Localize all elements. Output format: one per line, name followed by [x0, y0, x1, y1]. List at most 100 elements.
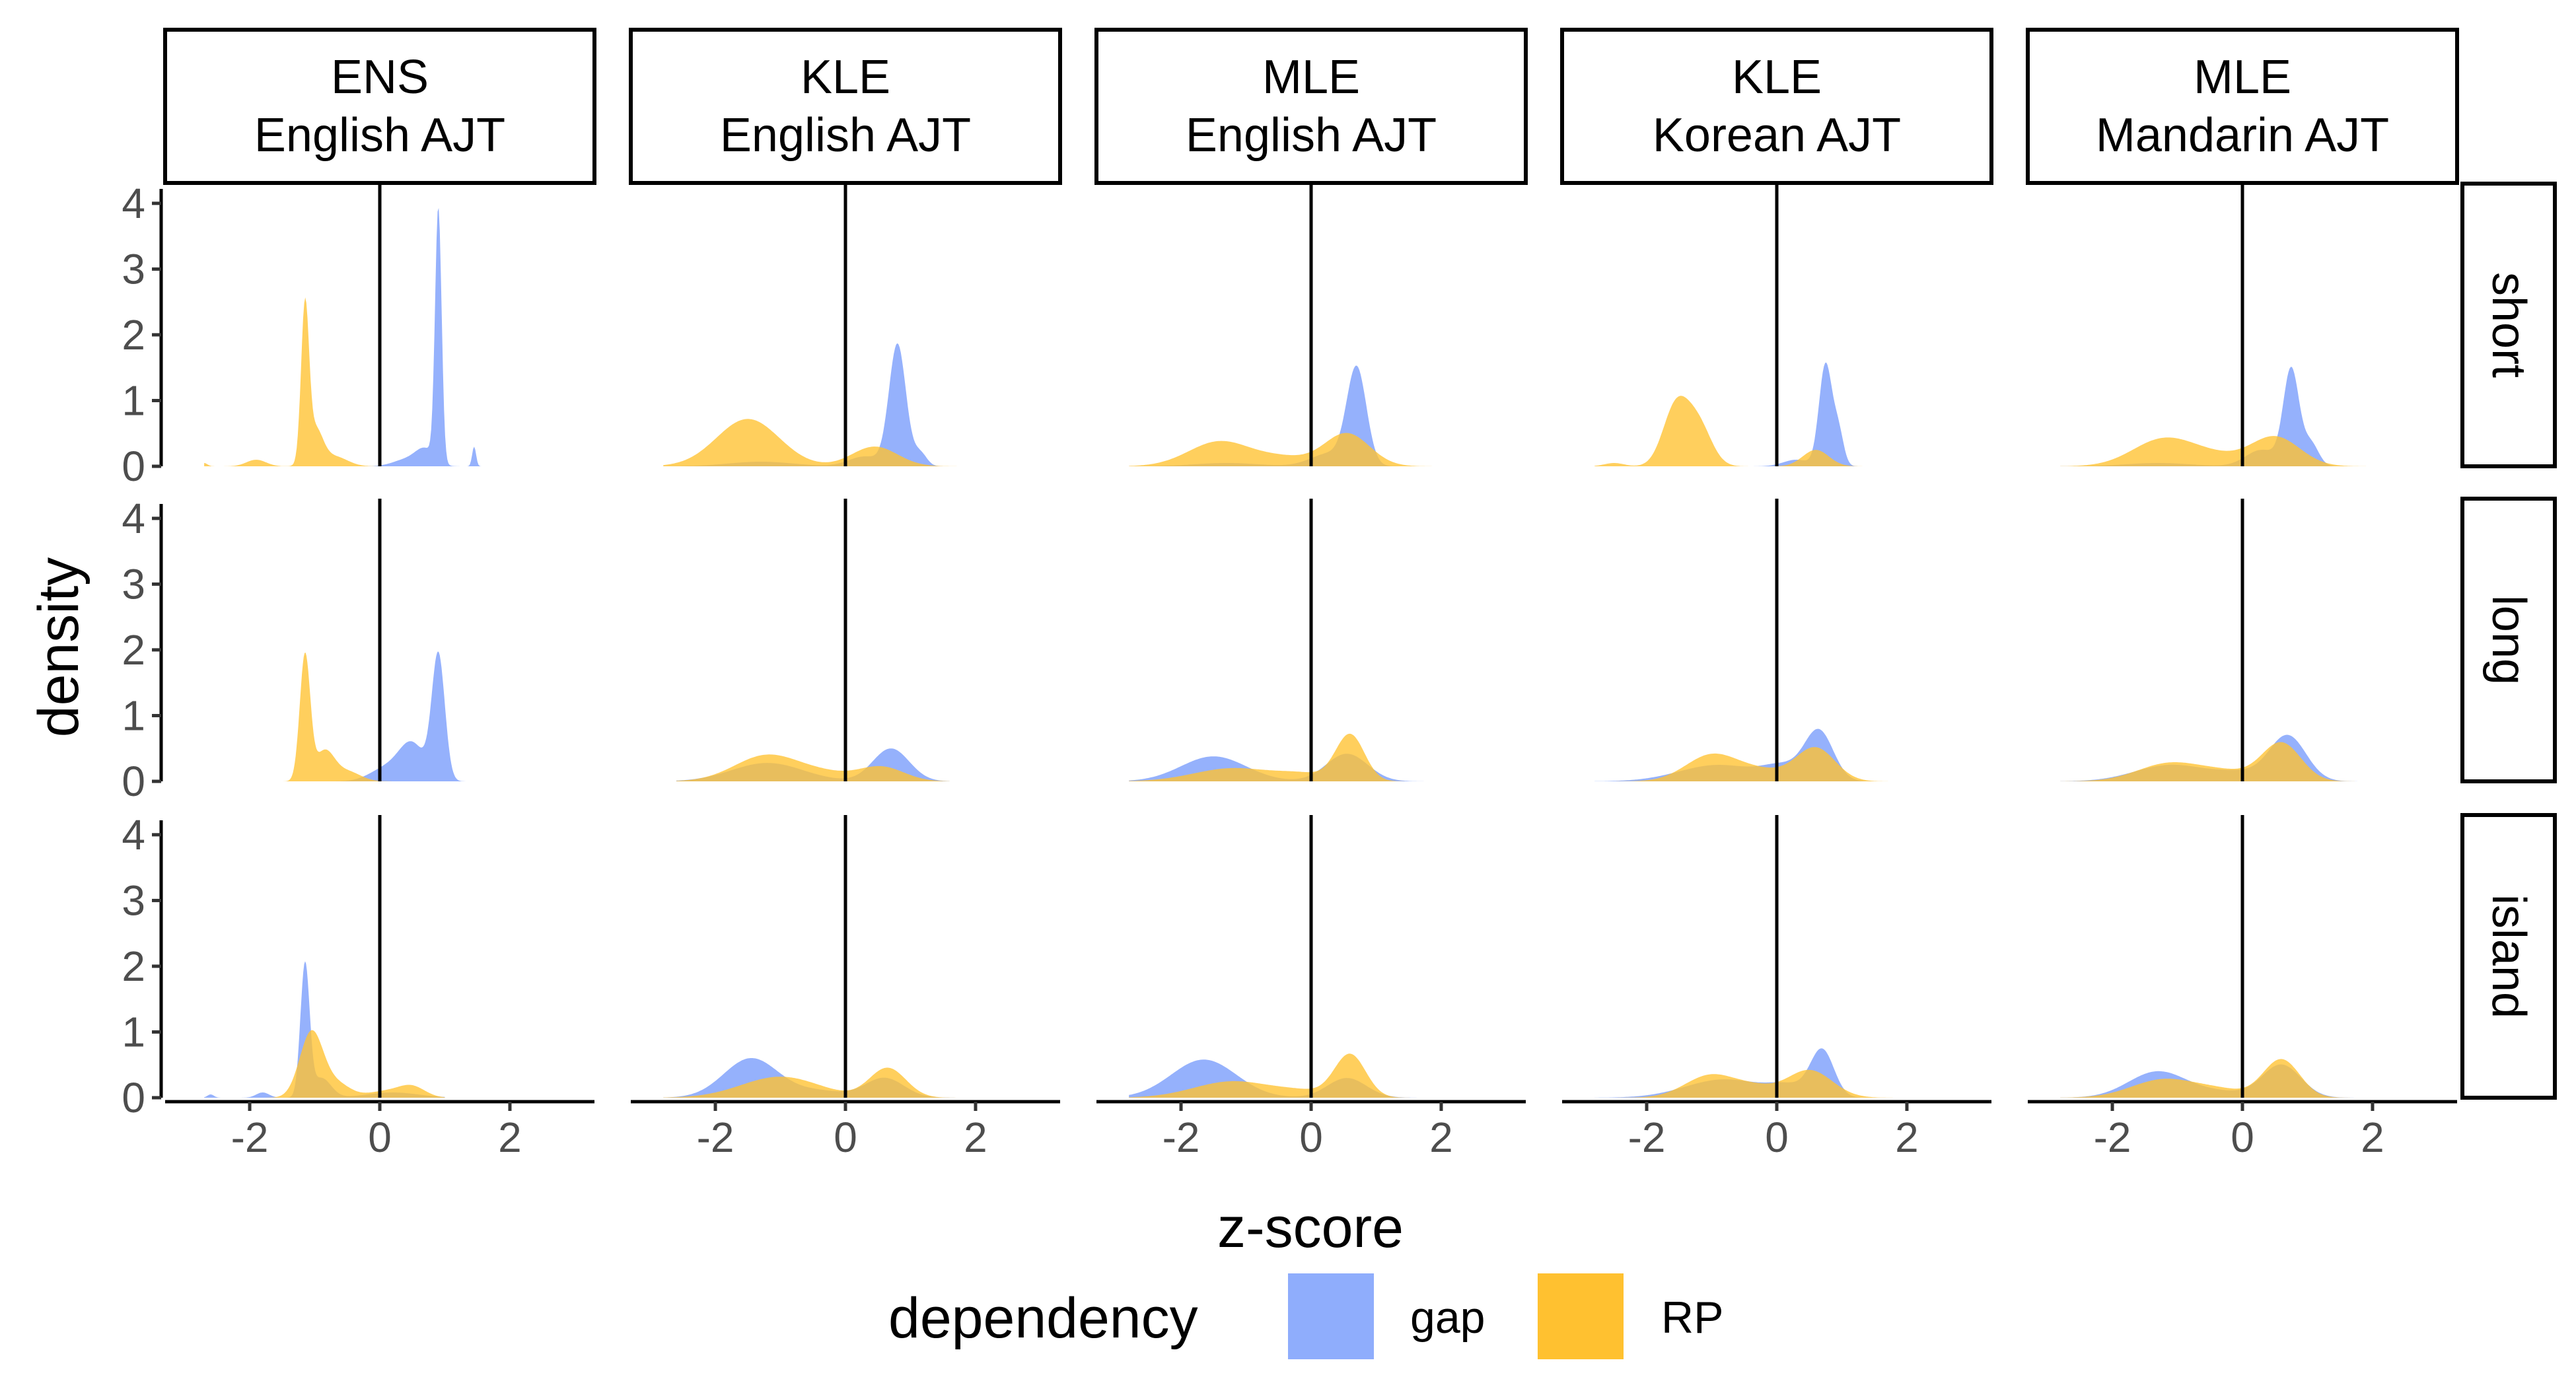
- x-tick-label: -2: [697, 1114, 734, 1161]
- x-tick-label: -2: [231, 1114, 269, 1161]
- legend: dependency gap RP: [888, 1273, 1723, 1359]
- row-strip: long: [2460, 497, 2557, 783]
- y-tick-label: 4: [122, 180, 145, 227]
- y-tick-label: 1: [122, 1008, 145, 1055]
- y-tick-label: 2: [122, 942, 145, 990]
- density-area-gap: [1594, 362, 1901, 466]
- facet-panel: [1129, 184, 1435, 466]
- column-strip-label-line1: MLE: [1262, 51, 1360, 104]
- column-strip-label-line2: English AJT: [1186, 109, 1437, 162]
- legend-label-rp: RP: [1661, 1293, 1723, 1343]
- column-strip-label-line1: MLE: [2194, 51, 2291, 104]
- x-tick-label: 0: [2231, 1114, 2254, 1161]
- x-tick-label: 2: [1429, 1114, 1453, 1161]
- y-tick-label: 4: [122, 811, 145, 859]
- density-area-rp: [676, 754, 950, 781]
- x-tick-label: -2: [1163, 1114, 1200, 1161]
- density-area-gap: [1129, 365, 1435, 466]
- density-area-rp: [2060, 1059, 2367, 1098]
- row-strips: short long island: [2460, 182, 2557, 1100]
- density-area-rp: [2060, 742, 2367, 781]
- x-tick-label: 2: [498, 1114, 522, 1161]
- row-strip-box: [2460, 182, 2557, 468]
- x-tick-label: 0: [1765, 1114, 1789, 1161]
- row-strip: short: [2460, 182, 2557, 468]
- y-tick-label: 0: [122, 758, 145, 805]
- facet-panel: [2060, 499, 2367, 781]
- facet-panel: [676, 499, 950, 781]
- density-area-rp: [2060, 436, 2367, 466]
- y-axis: 0 1 2 3 4: [122, 495, 163, 805]
- column-strip-label-line1: KLE: [1732, 51, 1822, 104]
- y-tick-label: 2: [122, 311, 145, 359]
- density-area-gap: [663, 343, 970, 466]
- facet-panel: [2060, 184, 2367, 466]
- density-area-rp: [663, 419, 970, 466]
- y-tick-label: 0: [122, 1074, 145, 1121]
- x-tick-label: 2: [1895, 1114, 1919, 1161]
- x-tick-label: 0: [1299, 1114, 1323, 1161]
- y-tick-label: 0: [122, 443, 145, 490]
- facet-panel: [1129, 499, 1435, 781]
- facet-panel: [1594, 499, 1901, 781]
- density-area-gap: [204, 207, 484, 466]
- density-area-rp: [663, 1067, 970, 1098]
- density-area-rp: [1129, 1053, 1435, 1098]
- facet-panel: [204, 184, 484, 466]
- y-tick-label: 1: [122, 692, 145, 739]
- x-axis: -2 0 2: [165, 1100, 594, 1161]
- x-axes: -2 0 2 -2 0 2 -2 0 2 -2 0 2 -2 0 2: [165, 1100, 2457, 1161]
- x-axis: -2 0 2: [2028, 1100, 2457, 1161]
- y-tick-label: 3: [122, 245, 145, 293]
- y-axis: 0 1 2 3 4: [122, 180, 163, 490]
- y-tick-label: 3: [122, 560, 145, 608]
- y-tick-label: 1: [122, 376, 145, 424]
- facet-panel: [1129, 815, 1435, 1098]
- column-strip-box: [1560, 28, 1993, 185]
- facet-panel: [663, 184, 970, 466]
- facet-panel: [250, 499, 484, 781]
- density-area-rp: [1594, 1069, 1901, 1098]
- density-area-rp: [250, 653, 484, 781]
- legend-label-gap: gap: [1410, 1293, 1485, 1343]
- x-tick-label: 2: [964, 1114, 987, 1161]
- legend-key-rp: [1538, 1273, 1624, 1359]
- row-strip-label: short: [2482, 272, 2535, 378]
- facet-panel: [1594, 815, 1901, 1098]
- legend-key-gap: [1288, 1273, 1374, 1359]
- x-tick-label: -2: [2094, 1114, 2131, 1161]
- row-strip-box: [2460, 497, 2557, 783]
- y-axes: 0 1 2 3 4 0 1 2 3 4 0 1 2 3 4: [122, 180, 163, 1121]
- x-axis: -2 0 2: [631, 1100, 1060, 1161]
- row-strip-label: long: [2482, 595, 2535, 685]
- x-tick-label: -2: [1628, 1114, 1666, 1161]
- facet-panels: [204, 184, 2367, 1098]
- column-strip-label-line2: English AJT: [720, 109, 971, 162]
- facet-panel: [1594, 184, 1901, 466]
- density-area-rp: [204, 1030, 445, 1098]
- column-strip-box: [2026, 28, 2459, 185]
- column-strip-label-line2: English AJT: [254, 109, 505, 162]
- facet-panel: [204, 815, 445, 1098]
- x-tick-label: 2: [2361, 1114, 2384, 1161]
- row-strip-label: island: [2482, 894, 2535, 1018]
- facet-panel: [663, 815, 970, 1098]
- x-axis: -2 0 2: [1562, 1100, 1991, 1161]
- y-tick-label: 2: [122, 626, 145, 674]
- density-area-gap: [250, 651, 484, 781]
- row-strip-box: [2460, 813, 2557, 1100]
- density-area-rp: [1129, 733, 1435, 781]
- facet-panel: [2060, 815, 2367, 1098]
- y-axis-title: density: [27, 557, 90, 738]
- y-tick-label: 4: [122, 495, 145, 542]
- density-area-rp: [1594, 396, 1901, 466]
- legend-title: dependency: [888, 1287, 1198, 1350]
- density-area-rp: [1129, 433, 1435, 466]
